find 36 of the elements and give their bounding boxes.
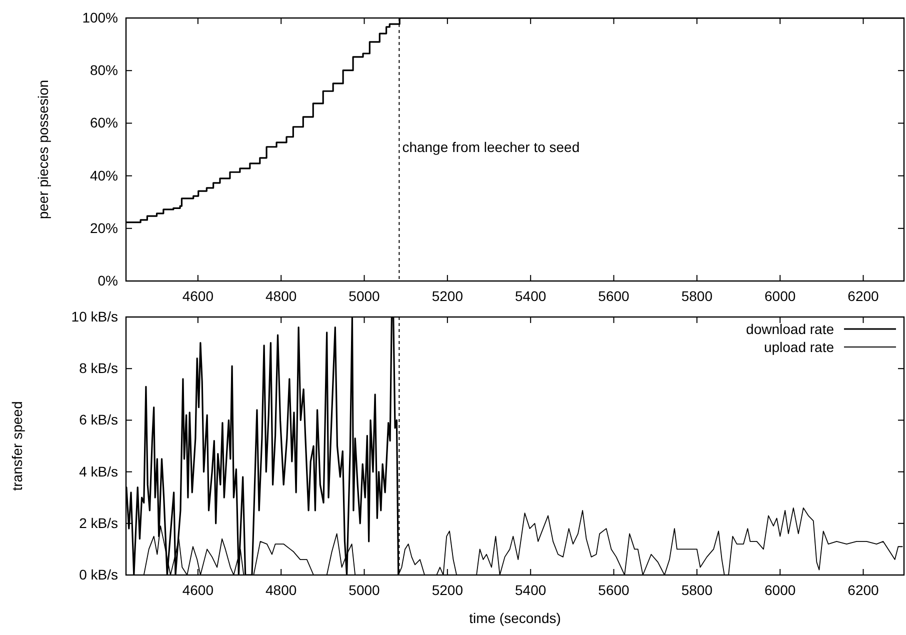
x-tick-label: 5400 [515,288,546,304]
y-tick-label: 2 kB/s [79,514,118,531]
y-tick-label: 40% [90,167,118,184]
x-tick-label: 4600 [182,288,214,304]
x-tick-label: 5200 [432,288,464,304]
y-axis-title: peer pieces possesion [35,80,51,220]
legend-label: upload rate [764,339,834,355]
x-tick-label: 6200 [848,288,880,304]
x-tick-label: 4600 [182,582,214,598]
x-tick-label: 5800 [681,582,713,598]
x-tick-label: 5600 [598,582,630,598]
y-tick-label: 0% [98,272,118,288]
legend-label: download rate [746,321,834,337]
y-tick-label: 20% [90,220,118,236]
ref-line-label: change from leecher to seed [402,139,580,156]
x-tick-label: 4800 [266,288,297,304]
y-tick-label: 100% [82,9,118,26]
y-axis-title: transfer speed [9,401,25,491]
x-tick-label: 5600 [598,288,630,304]
x-tick-label: 6000 [764,288,796,304]
y-tick-label: 10 kB/s [71,308,118,324]
y-tick-label: 6 kB/s [79,412,118,428]
y-tick-label: 0 kB/s [79,566,118,582]
y-tick-label: 60% [90,114,118,131]
x-tick-label: 5000 [348,582,380,598]
y-tick-label: 8 kB/s [79,360,118,376]
x-tick-label: 4800 [266,582,297,598]
x-tick-label: 5400 [515,582,546,598]
x-tick-label: 6000 [764,582,796,598]
y-tick-label: 4 kB/s [79,463,118,480]
x-tick-label: 5000 [348,288,380,304]
x-tick-label: 6200 [848,582,880,598]
x-axis-title: time (seconds) [469,610,561,626]
x-tick-label: 5800 [681,288,713,304]
x-tick-label: 5200 [432,582,464,598]
y-tick-label: 80% [90,62,118,78]
